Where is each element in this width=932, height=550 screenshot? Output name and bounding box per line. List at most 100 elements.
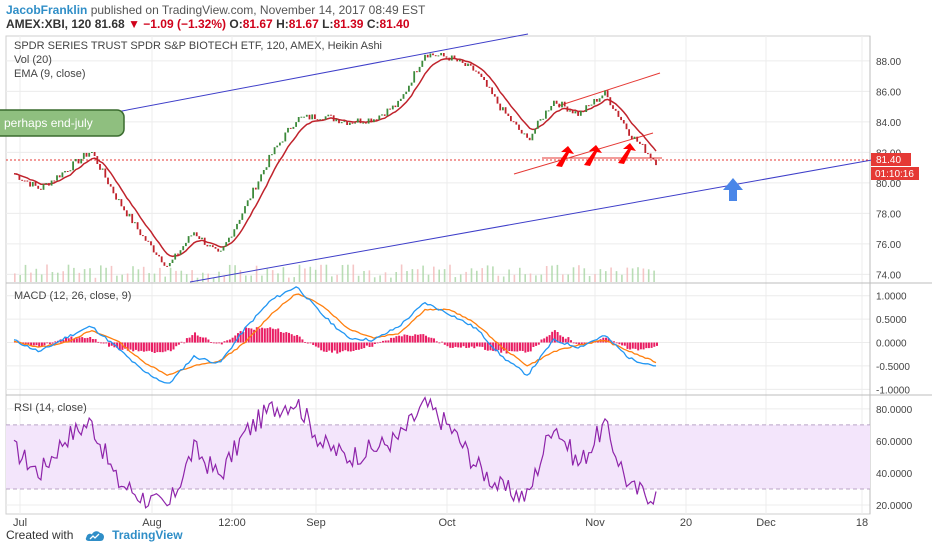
x-tick-label: Oct <box>438 517 455 529</box>
wedge-lower-line[interactable] <box>513 132 654 175</box>
candle <box>442 53 445 57</box>
histogram-bar <box>390 337 393 343</box>
candle <box>134 222 136 224</box>
candle <box>652 157 655 160</box>
candle <box>160 256 163 263</box>
histogram-bar <box>62 339 65 343</box>
histogram-bar <box>24 342 27 344</box>
candle <box>606 90 609 98</box>
histogram-bar <box>419 334 422 343</box>
candle <box>26 180 29 182</box>
ema-line <box>13 57 657 258</box>
countdown-badge <box>871 167 919 180</box>
channel-lower-line[interactable] <box>189 154 901 283</box>
histogram-bar <box>116 342 119 348</box>
volume-bar <box>567 274 569 282</box>
volume-bar <box>320 264 322 282</box>
histogram-bar <box>363 342 366 349</box>
volume-bar <box>427 274 430 282</box>
histogram-bar <box>521 342 524 351</box>
x-tick-label: Nov <box>585 517 605 529</box>
candle <box>131 213 134 224</box>
candle <box>82 152 85 159</box>
wedge-upper-line[interactable] <box>557 72 661 107</box>
volume-bar <box>196 277 199 282</box>
candle <box>450 55 453 61</box>
arrow-up-right-icon <box>556 146 574 167</box>
histogram-bar <box>416 334 419 343</box>
candle <box>107 177 109 185</box>
author-link[interactable]: JacobFranklin <box>6 3 88 17</box>
candle <box>279 142 281 146</box>
histogram-bar <box>274 329 277 343</box>
tradingview-brand[interactable]: TradingView <box>112 528 183 542</box>
histogram-bar <box>551 331 554 343</box>
time-axis[interactable]: Jul Aug 12:00 Sep Oct Nov 20 Dec 18 <box>13 517 868 529</box>
candle <box>327 114 330 117</box>
histogram-bar <box>226 340 229 343</box>
last-price-badge <box>871 153 911 166</box>
annotation-box <box>0 109 125 137</box>
volume-bar <box>223 275 226 282</box>
candle <box>42 184 45 190</box>
y-tick-label: 80.00 <box>876 179 901 190</box>
rsi-axis[interactable]: 80.0000 60.0000 40.0000 20.0000 <box>876 405 913 512</box>
footer: Created with TradingView <box>6 528 183 542</box>
candle <box>69 170 72 172</box>
histogram-bar <box>570 340 572 343</box>
annotation-callout[interactable]: perhaps end-july <box>0 109 125 137</box>
candle <box>34 182 37 186</box>
histogram-bar <box>642 342 645 350</box>
volume-bar <box>373 277 376 282</box>
macd-axis[interactable]: 1.0000 0.5000 0.0000 -0.5000 -1.0000 <box>876 292 910 397</box>
arrow-up-right-icon <box>618 143 636 164</box>
histogram-bar <box>400 336 403 343</box>
histogram-bar <box>510 342 513 352</box>
candle <box>249 198 252 201</box>
candle <box>316 119 319 121</box>
candle <box>386 108 389 116</box>
histogram-bar <box>647 342 650 349</box>
candle <box>397 100 399 107</box>
volume-bar <box>100 265 102 282</box>
candle <box>158 254 160 257</box>
x-tick-label: 18 <box>856 517 868 529</box>
histogram-bar <box>73 338 76 343</box>
y-tick-label: -0.5000 <box>876 362 910 373</box>
candle <box>217 248 220 252</box>
candle <box>437 55 440 57</box>
volume-bar <box>395 272 397 282</box>
candle <box>120 199 123 207</box>
price: 81.68 <box>94 17 125 31</box>
histogram-bar <box>202 337 204 343</box>
candle <box>201 237 203 239</box>
volume-bar <box>470 268 473 282</box>
histogram-bar <box>185 338 188 343</box>
candle <box>177 253 179 255</box>
histogram-bar <box>121 342 124 350</box>
histogram-bar <box>621 342 624 346</box>
histogram-bar <box>347 342 350 352</box>
candle <box>219 250 222 252</box>
histogram-bar <box>317 342 320 348</box>
histogram-bar <box>194 332 196 343</box>
candle <box>125 210 128 217</box>
histogram-bar <box>188 337 191 343</box>
candle <box>262 170 265 175</box>
candle <box>510 116 512 122</box>
histogram-bar <box>153 342 156 353</box>
chart-canvas[interactable]: perhaps end-july SPDR SERIES TRUST SPDR … <box>0 30 932 550</box>
candle <box>378 115 381 120</box>
candle <box>405 91 408 95</box>
volume-bar <box>24 264 27 282</box>
volume-bar <box>465 271 467 282</box>
candle <box>190 235 193 237</box>
histogram-bar <box>435 341 438 343</box>
candle <box>303 116 305 118</box>
histogram-bar <box>492 342 495 351</box>
volume-bar <box>255 265 258 282</box>
candle <box>21 179 23 181</box>
histogram-bar <box>309 342 312 344</box>
candle <box>260 174 262 182</box>
candle <box>639 141 641 144</box>
